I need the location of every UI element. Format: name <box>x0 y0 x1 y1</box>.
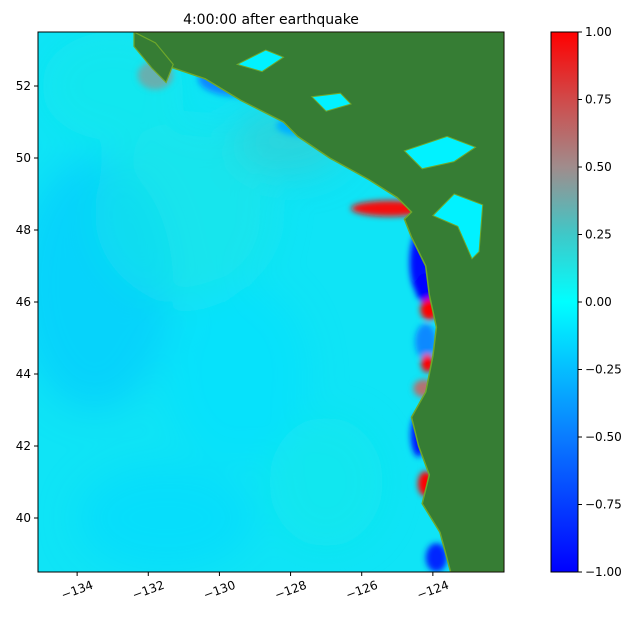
colorbar-tick-label: −0.25 <box>585 363 622 377</box>
wave-feature-4 <box>415 323 437 360</box>
plot-area <box>38 32 504 572</box>
y-tick-label: 40 <box>16 511 31 525</box>
y-tick-label: 52 <box>16 79 31 93</box>
x-tick-label: −124 <box>415 578 451 602</box>
colorbar-gradient <box>550 31 579 573</box>
ocean-variation-4 <box>269 417 384 547</box>
x-tick-label: −126 <box>344 578 380 602</box>
y-tick-label: 50 <box>16 151 31 165</box>
y-tick-label: 42 <box>16 439 31 453</box>
inlet-0 <box>432 193 484 260</box>
colorbar-tick-label: 0.50 <box>585 160 612 174</box>
x-axis: −134 −132 −130 −128 −126 −124 <box>59 572 451 602</box>
y-tick-label: 44 <box>16 367 31 381</box>
colorbar: 1.00 0.75 0.50 0.25 0.00 −0.25 −0.50 −0.75 −1.00 <box>550 25 622 579</box>
y-axis: 40 42 44 46 48 50 52 <box>16 79 38 525</box>
inlet-3 <box>235 49 285 73</box>
colorbar-tick-label: −0.75 <box>585 498 622 512</box>
ocean-variation-1 <box>94 122 273 302</box>
ocean-variation-3 <box>166 284 309 464</box>
y-tick-label: 46 <box>16 295 31 309</box>
island-0 <box>133 32 174 84</box>
land-mass <box>133 32 504 572</box>
x-tick-label: −134 <box>59 578 95 602</box>
chart-title: 4:00:00 after earthquake <box>183 12 359 28</box>
x-tick-label: −130 <box>202 578 238 602</box>
colorbar-tick-label: 0.25 <box>585 228 612 242</box>
inlet-2 <box>310 92 352 112</box>
colorbar-tick-label: 1.00 <box>585 25 612 39</box>
y-tick-label: 48 <box>16 223 31 237</box>
ocean-variation-5 <box>77 464 255 572</box>
wave-feature-9 <box>425 543 448 572</box>
x-tick-label: −132 <box>130 578 166 602</box>
colorbar-tick-label: −0.50 <box>585 430 622 444</box>
colorbar-tick-label: 0.00 <box>585 295 612 309</box>
colorbar-tick-label: −1.00 <box>585 565 622 579</box>
inlet-layer <box>235 49 484 260</box>
colorbar-ticks: 1.00 0.75 0.50 0.25 0.00 −0.25 −0.50 −0.75 −1.00 <box>578 25 622 579</box>
island-layer <box>133 32 174 84</box>
colorbar-tick-label: 0.75 <box>585 93 612 107</box>
inlet-1 <box>403 135 477 170</box>
x-tick-label: −128 <box>273 578 309 602</box>
